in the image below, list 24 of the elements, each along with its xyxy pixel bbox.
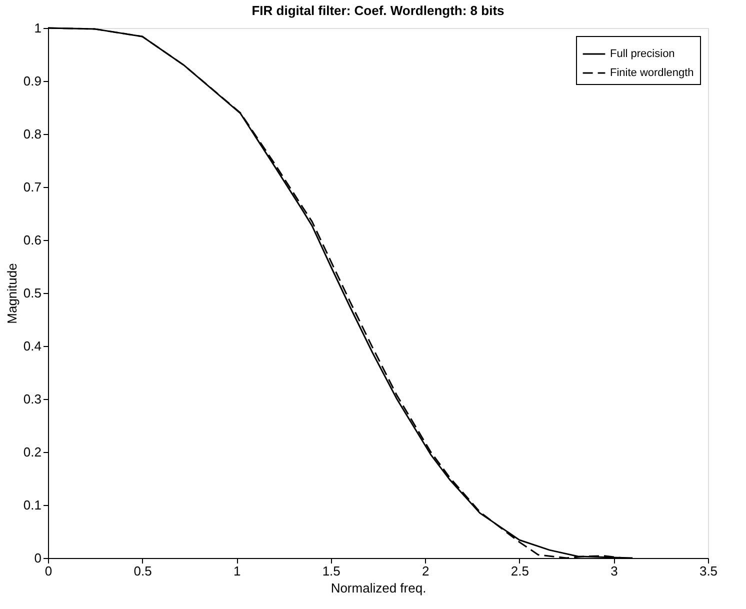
y-tick-label: 0.1	[23, 498, 42, 512]
y-tick-label: 0.6	[23, 232, 42, 248]
legend-label: Finite wordlength	[610, 67, 694, 79]
x-tick-label: 0.5	[134, 564, 152, 578]
x-tick-label: 0	[44, 564, 52, 578]
x-tick-label: 3	[610, 564, 618, 578]
x-tick-label: 3.5	[699, 564, 718, 578]
y-tick-label: 0.3	[23, 392, 42, 406]
x-tick-label: 2	[422, 564, 430, 578]
y-tick-label: 0.7	[23, 180, 42, 194]
x-tick-label: 1.5	[322, 564, 340, 578]
y-tick-label: 0.8	[23, 126, 42, 142]
y-tick-label: 0.2	[23, 444, 42, 460]
y-tick-label: 1	[34, 20, 42, 36]
legend-label: Full precision	[610, 48, 675, 60]
y-tick-label: 0.4	[23, 338, 42, 354]
y-tick-label: 0	[34, 550, 42, 566]
chart-title: FIR digital filter: Coef. Wordlength: 8 bits	[252, 3, 504, 18]
y-axis-title: Magnitude	[4, 263, 20, 324]
x-tick-label: 1	[233, 564, 241, 578]
y-tick-label: 0.5	[23, 286, 42, 300]
y-tick-label: 0.9	[23, 74, 42, 88]
x-axis-title: Normalized freq.	[330, 580, 426, 596]
x-tick-label: 2.5	[510, 564, 529, 578]
